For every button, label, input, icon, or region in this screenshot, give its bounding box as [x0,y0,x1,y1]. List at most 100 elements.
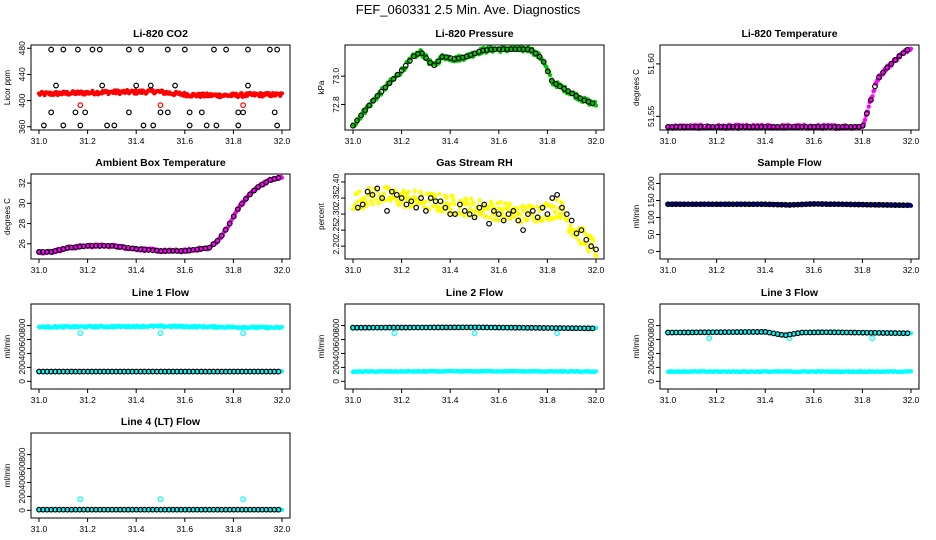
y-tick-label: 400 [17,346,27,360]
y-axis-label: ml/min [632,205,641,229]
data-point [523,205,528,210]
y-axis-label: percent [317,202,326,229]
data-point [554,197,559,202]
data-point [496,218,501,223]
y-tick-label: 200 [331,360,341,374]
data-point [401,188,406,194]
data-point [350,122,356,129]
y-tick-label: 400 [331,346,341,360]
data-point [60,46,67,53]
data-point [82,109,89,116]
series-average-high [48,46,281,53]
x-tick-label: 31.8 [539,395,556,405]
data-point [540,59,547,65]
data-point [378,88,385,95]
data-point [147,82,154,89]
data-point [157,330,164,337]
data-point [507,201,512,206]
series-average [36,175,282,255]
data-point [540,218,545,223]
data-point [40,122,47,129]
data-point [521,208,526,213]
data-point [502,201,508,206]
x-tick-label: 31.0 [31,524,48,534]
y-tick-label: 30 [17,198,27,208]
data-point [111,122,118,129]
series-average [665,201,911,209]
data-point [869,335,876,342]
x-tick-label: 31.6 [806,136,823,146]
chart-title: Ambient Box Temperature [95,157,226,169]
data-point [423,55,429,61]
plot-frame [30,432,291,519]
data-point [492,217,497,222]
data-point [354,200,359,205]
data-point [461,213,466,218]
data-point [234,206,241,213]
data-point [77,122,84,129]
data-point [394,71,401,78]
series-average [36,506,282,513]
data-point [528,47,535,54]
data-point [413,204,420,211]
x-tick-label: 31.2 [708,265,725,275]
series-average-mid [53,82,251,89]
data-point [863,110,870,117]
data-point [583,241,588,246]
y-tick-label: 0 [17,508,27,513]
series-average [36,368,282,375]
y-axis-label: ml/min [3,335,12,359]
data-point [477,198,482,203]
x-tick-label: 31.2 [393,265,410,275]
data-point [133,82,140,89]
x-tick-label: 31.6 [177,395,194,405]
data-point [591,238,596,243]
data-point [48,46,55,53]
x-tick-label: 31.0 [660,265,677,275]
data-point [888,60,895,67]
chart-ambient: Ambient Box Temperature degrees C 31.0 31.2… [3,157,291,275]
data-point [274,122,281,129]
x-tick-label: 31.4 [128,136,145,146]
data-point [164,46,171,53]
x-tick-label: 31.0 [345,395,362,405]
data-point [387,81,392,86]
data-point [892,57,899,63]
series-raw-outliers [77,496,247,503]
data-point [140,122,147,129]
data-point [373,197,378,202]
data-point [157,496,164,503]
data-point [245,82,251,89]
data-point [437,192,442,197]
plot-frame [344,303,605,390]
data-point [391,330,398,337]
data-point [74,46,81,53]
data-point [561,85,567,92]
y-tick-label: 0 [646,249,656,254]
data-point [126,109,132,116]
data-point [53,82,59,89]
data-point [358,112,365,119]
data-point [900,50,907,56]
data-point [77,102,84,109]
x-tick-label: 31.2 [708,136,725,146]
chart-title: Line 4 (LT) Flow [121,416,201,428]
chart-title: Line 2 Flow [446,287,504,299]
data-point [479,211,484,216]
x-tick-label: 31.8 [539,265,556,275]
data-point [226,220,233,227]
data-point [517,212,523,217]
data-point [354,117,360,124]
x-tick-label: 31.0 [345,136,362,146]
series-average [350,46,596,129]
data-point [565,88,571,94]
y-axis-label: ml/min [317,335,326,359]
data-point [279,325,285,330]
data-point [89,46,96,53]
y-axis-label: kPa [317,80,326,94]
data-point [548,77,555,84]
x-tick-label: 31.4 [757,265,774,275]
data-point [472,209,478,214]
plot-frame [30,303,291,390]
